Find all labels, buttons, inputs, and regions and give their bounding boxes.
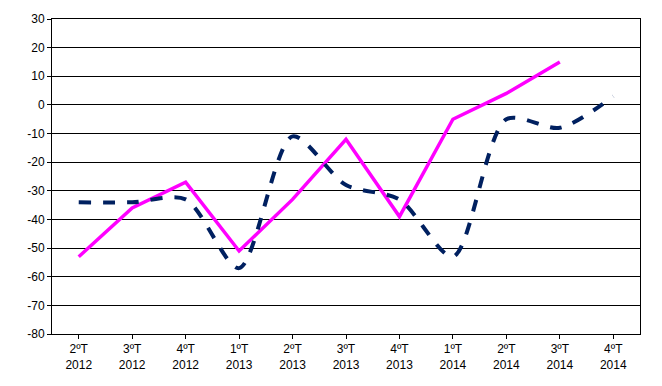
svg-text:-30: -30 (27, 184, 45, 198)
svg-text:-20: -20 (27, 155, 45, 169)
svg-text:10: 10 (31, 69, 45, 83)
svg-text:2ºT2012: 2ºT2012 (65, 342, 92, 372)
svg-text:-40: -40 (27, 213, 45, 227)
svg-text:-80: -80 (27, 327, 45, 341)
svg-text:3ºT2012: 3ºT2012 (119, 342, 146, 372)
svg-text:2ºT2014: 2ºT2014 (493, 342, 520, 372)
svg-text:0: 0 (38, 98, 45, 112)
svg-text:4ºT2013: 4ºT2013 (386, 342, 413, 372)
svg-text:1ºT2013: 1ºT2013 (226, 342, 253, 372)
svg-text:-50: -50 (27, 241, 45, 255)
svg-text:3ºT2013: 3ºT2013 (333, 342, 360, 372)
svg-text:1ºT2014: 1ºT2014 (440, 342, 467, 372)
svg-text:-10: -10 (27, 127, 45, 141)
svg-text:4ºT2014: 4ºT2014 (600, 342, 627, 372)
svg-text:20: 20 (31, 41, 45, 55)
svg-text:3ºT2014: 3ºT2014 (546, 342, 573, 372)
svg-text:30: 30 (31, 12, 45, 26)
svg-text:-60: -60 (27, 270, 45, 284)
svg-text:4ºT2012: 4ºT2012 (172, 342, 199, 372)
svg-text:-70: -70 (27, 299, 45, 313)
svg-text:2ºT2013: 2ºT2013 (279, 342, 306, 372)
